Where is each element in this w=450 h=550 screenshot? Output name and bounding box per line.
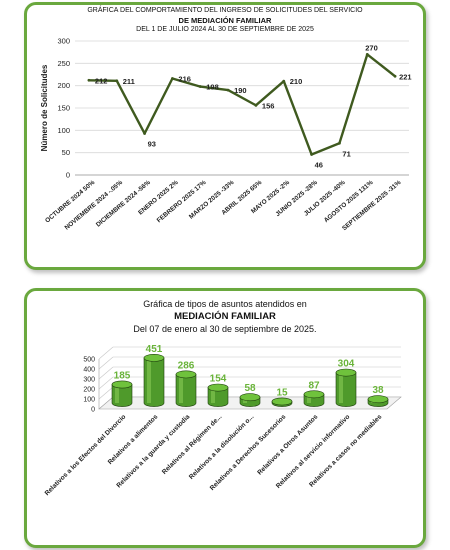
y-tick-label: 0 [66, 171, 70, 180]
bar-top [367, 395, 389, 404]
x-tick-label: OCTUBRE 2024 50% [44, 179, 96, 225]
bar-top [239, 393, 261, 402]
data-point [393, 74, 397, 78]
data-label: 185 [114, 371, 131, 382]
bar [143, 354, 165, 407]
side-gridline [98, 376, 114, 390]
bar-top [111, 380, 133, 389]
y-tick-label: 250 [57, 59, 70, 68]
y-tick-label: 200 [57, 81, 70, 90]
bar-chart: 0 100 200 300 400 500 185 451 286 154 58 15 87 304 38 R… [44, 344, 402, 497]
data-point [365, 53, 369, 56]
y-tick-label: 300 [57, 37, 70, 46]
bar-top [271, 397, 293, 406]
data-point [338, 141, 341, 145]
data-label: 38 [372, 385, 384, 396]
bar-top [143, 354, 165, 362]
y-tick-label: 50 [62, 148, 70, 157]
line-chart-subtitle: DEL 1 DE JULIO 2024 AL 30 DE SEPTIEMBRE … [136, 26, 314, 33]
data-point [254, 103, 258, 107]
data-label: 154 [210, 374, 227, 385]
bar-chart-title-bold: MEDIACIÓN FAMILIAR [174, 311, 276, 322]
bar [271, 397, 293, 407]
x-tick-label: FEBRERO 2025 17% [156, 179, 208, 224]
y-tick-label: 0 [91, 407, 95, 414]
y-tick-label: 400 [83, 367, 95, 374]
bar-highlight [339, 372, 343, 403]
y-tick-label: 500 [83, 357, 95, 364]
side-gridline [98, 386, 114, 400]
bar [175, 370, 197, 407]
bar-chart-panel: Gráfica de tipos de asuntos atendidos en… [24, 288, 426, 548]
line-chart-title: GRÁFICA DEL COMPORTAMIENTO DEL INGRESO D… [87, 7, 363, 14]
data-label: 286 [178, 360, 195, 371]
data-label: 451 [146, 344, 163, 355]
x-tick-label: Relativos a Otros Asuntos [256, 413, 319, 476]
bar [239, 393, 261, 407]
line-chart: 0 50 100 150 200 250 300 Número de Solicitudes 2… [40, 37, 412, 233]
bar-highlight [115, 384, 119, 403]
data-label: 210 [290, 77, 303, 86]
x-tick-label: DICIEMBRE 2024 -56% [95, 179, 152, 229]
bar-highlight [211, 387, 215, 403]
line-chart-title-bold: DE MEDIACIÓN FAMILIAR [178, 16, 272, 25]
data-label: 221 [399, 72, 412, 81]
data-point [87, 78, 91, 82]
bar-top [303, 390, 325, 399]
data-label: 93 [148, 139, 156, 148]
bar [111, 380, 133, 407]
bar-highlight [307, 394, 311, 403]
bar-chart-title: Gráfica de tipos de asuntos atendidos en [143, 299, 307, 309]
side-gridline [98, 366, 114, 380]
bar-top [207, 383, 229, 392]
data-label: 216 [178, 75, 191, 84]
data-label: 71 [342, 149, 350, 158]
y-tick-label: 150 [57, 104, 70, 113]
data-label: 190 [234, 86, 247, 95]
x-tick-label: AGOSTO 2025 131% [323, 179, 375, 224]
y-tick-label: 200 [83, 387, 95, 394]
data-label: 156 [262, 101, 275, 110]
data-point [115, 79, 119, 83]
data-label: 15 [276, 388, 288, 399]
bar-top [335, 368, 357, 377]
data-point [282, 79, 286, 83]
x-tick-label: SEPTIEMBRE 2025 -31% [341, 179, 403, 232]
bar [367, 395, 389, 407]
data-label: 212 [95, 76, 108, 85]
y-axis-title: Número de Solicitudes [40, 64, 49, 151]
data-label: 211 [123, 77, 135, 86]
data-point [310, 153, 313, 156]
bar-highlight [179, 374, 183, 403]
data-label: 198 [206, 83, 219, 92]
data-label: 58 [244, 383, 256, 394]
data-label: 46 [315, 160, 323, 169]
data-label: 304 [338, 359, 355, 370]
data-label: 87 [308, 380, 320, 391]
y-tick-label: 100 [83, 397, 95, 404]
line-chart-panel: GRÁFICA DEL COMPORTAMIENTO DEL INGRESO D… [24, 2, 426, 270]
bar [335, 368, 357, 407]
x-tick-label: Relativos al Régimen de... [161, 413, 224, 476]
bar-chart-subtitle: Del 07 de enero al 30 de septiembre de 2… [133, 324, 317, 334]
x-tick-label: Relativos a casos no mediables [308, 413, 383, 488]
series-line [88, 53, 396, 156]
x-tick-label: Relativos a la disolución o... [188, 413, 256, 481]
data-point [226, 88, 230, 92]
data-point [198, 85, 202, 88]
y-tick-label: 100 [57, 126, 70, 135]
y-tick-label: 300 [83, 377, 95, 384]
data-point [171, 77, 174, 80]
side-gridline [98, 356, 114, 370]
bar [207, 383, 229, 407]
data-point [143, 132, 146, 135]
bar-top [175, 370, 197, 379]
data-label: 270 [365, 43, 378, 52]
bar-highlight [147, 357, 151, 403]
bar [303, 390, 325, 407]
side-gridline [98, 346, 114, 360]
